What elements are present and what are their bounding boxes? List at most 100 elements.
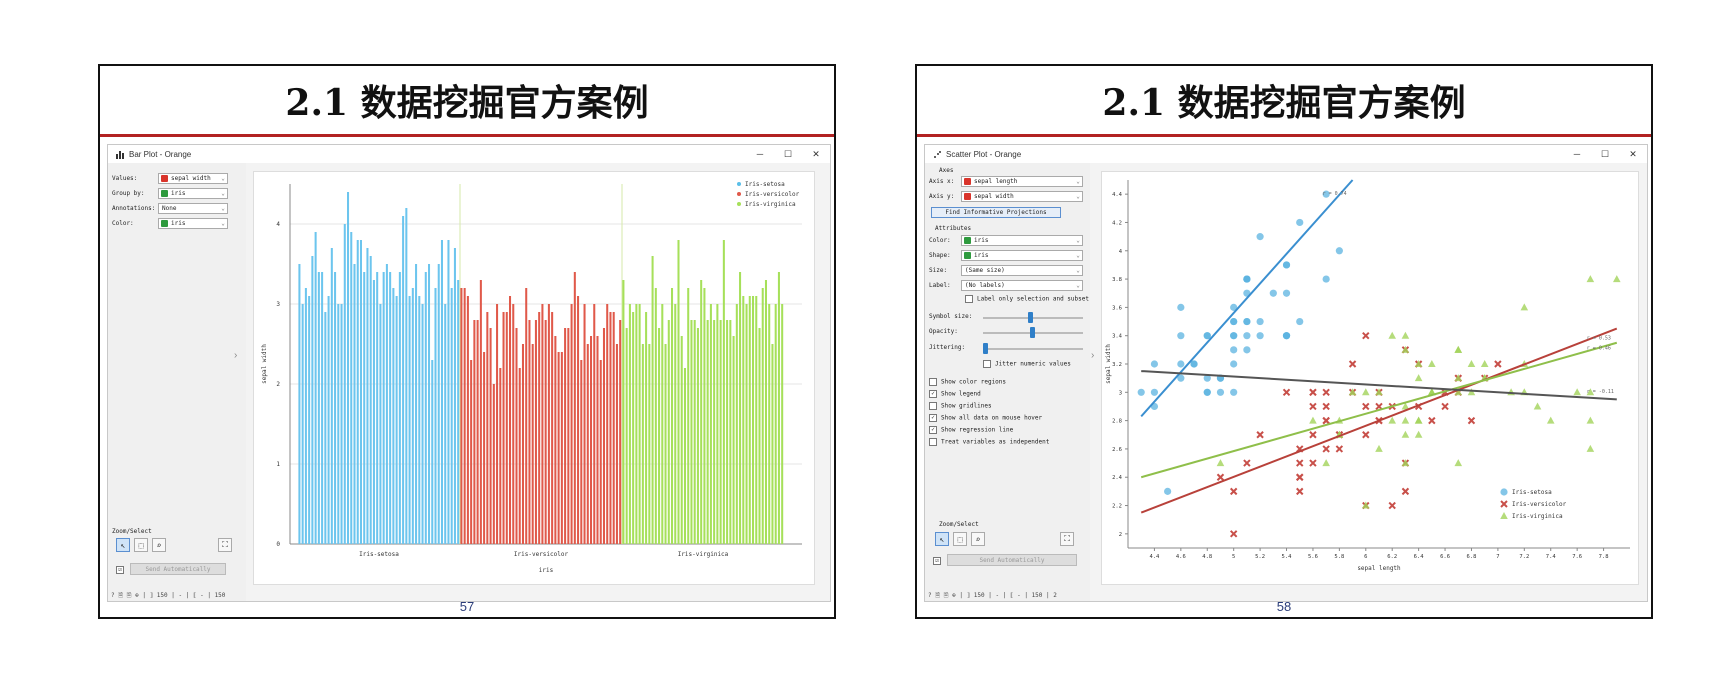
color-combo[interactable]: iris ⌄: [158, 218, 228, 229]
bar[interactable]: [606, 304, 609, 544]
bar[interactable]: [560, 352, 563, 544]
scatter-point[interactable]: [1500, 500, 1508, 508]
attr-color-combo[interactable]: iris ⌄: [961, 235, 1083, 246]
bar[interactable]: [580, 360, 583, 544]
bar[interactable]: [742, 296, 745, 544]
scatter-point[interactable]: [1362, 331, 1370, 340]
bar[interactable]: [538, 312, 541, 544]
scatter-point[interactable]: [1454, 388, 1463, 396]
bar[interactable]: [304, 288, 307, 544]
bar[interactable]: [658, 328, 661, 544]
bar[interactable]: [372, 280, 375, 544]
opacity-handle[interactable]: [1030, 327, 1035, 338]
bar[interactable]: [398, 272, 401, 544]
scatter-point[interactable]: [1256, 233, 1264, 241]
scatter-point[interactable]: [1309, 431, 1317, 439]
bar[interactable]: [466, 296, 469, 544]
close-button[interactable]: ✕: [812, 148, 820, 159]
checkbox[interactable]: [929, 402, 937, 410]
scatter-point[interactable]: [1401, 487, 1410, 496]
bar[interactable]: [463, 288, 466, 544]
scatter-plot-area[interactable]: 2 2.2 2.4 2.6 2.8 3 3.2 3.4 3.6 3.8 4 4.2 4.4 4.4 4.6 4…: [1101, 171, 1639, 585]
bar[interactable]: [719, 320, 722, 544]
bar[interactable]: [314, 232, 317, 544]
scatter-point[interactable]: [1230, 346, 1238, 354]
scatter-point[interactable]: [1586, 275, 1595, 283]
jitter-numeric-option[interactable]: Jitter numeric values: [983, 360, 1071, 368]
bar[interactable]: [693, 320, 696, 544]
scatter-point[interactable]: [1282, 261, 1291, 269]
bar[interactable]: [577, 296, 580, 544]
bar[interactable]: [761, 288, 764, 544]
bar[interactable]: [752, 296, 755, 544]
option-5[interactable]: Treat variables as independent: [929, 438, 1049, 446]
scatter-point[interactable]: [1296, 317, 1304, 326]
checkbox[interactable]: ✓: [929, 426, 937, 434]
bar[interactable]: [674, 304, 677, 544]
values-combo[interactable]: sepal width ⌄: [158, 173, 228, 184]
scatter-point[interactable]: [1494, 360, 1502, 368]
bar[interactable]: [590, 336, 593, 544]
bar[interactable]: [366, 248, 369, 544]
bar[interactable]: [602, 328, 605, 544]
send-automatically-button[interactable]: Send Automatically: [947, 554, 1077, 566]
bar[interactable]: [395, 296, 398, 544]
scatter-point[interactable]: [1177, 374, 1185, 382]
scatter-point[interactable]: [1164, 487, 1172, 495]
scatter-point[interactable]: [1401, 459, 1410, 467]
scatter-point[interactable]: [1441, 402, 1449, 411]
scatter-point[interactable]: [1256, 317, 1264, 326]
bar[interactable]: [586, 344, 589, 544]
bar[interactable]: [567, 328, 570, 544]
bar[interactable]: [521, 344, 524, 544]
scatter-point[interactable]: [1500, 488, 1508, 496]
bar[interactable]: [327, 296, 330, 544]
bar[interactable]: [431, 360, 434, 544]
scatter-point[interactable]: [1388, 501, 1396, 510]
window-titlebar[interactable]: Bar Plot - Orange ─ ☐ ✕: [108, 145, 830, 163]
axis-y-combo[interactable]: sepal width ⌄: [961, 191, 1083, 202]
bar[interactable]: [709, 304, 712, 544]
bar[interactable]: [729, 320, 732, 544]
bar[interactable]: [732, 336, 735, 544]
bar[interactable]: [434, 288, 437, 544]
scatter-point[interactable]: [1361, 388, 1370, 396]
scatter-point[interactable]: [1243, 332, 1251, 340]
bar[interactable]: [703, 288, 706, 544]
attr-shape-combo[interactable]: iris ⌄: [961, 250, 1083, 261]
bar[interactable]: [298, 264, 301, 544]
scatter-point[interactable]: [1388, 331, 1397, 339]
scatter-point[interactable]: [1348, 360, 1357, 368]
bar[interactable]: [340, 304, 343, 544]
scatter-point[interactable]: [1401, 402, 1410, 410]
bar[interactable]: [415, 264, 418, 544]
bar[interactable]: [696, 328, 699, 544]
scatter-point[interactable]: [1177, 303, 1185, 311]
bar[interactable]: [781, 304, 784, 544]
scatter-point[interactable]: [1282, 289, 1291, 297]
jittering-handle[interactable]: [983, 343, 988, 354]
bar[interactable]: [534, 320, 537, 544]
bar[interactable]: [369, 256, 372, 544]
scatter-point[interactable]: [1520, 303, 1529, 311]
checkbox[interactable]: [983, 360, 991, 368]
pointer-tool-button[interactable]: ↖: [935, 532, 949, 546]
checkbox[interactable]: ✓: [929, 390, 937, 398]
scatter-point[interactable]: [1375, 388, 1383, 396]
scatter-point[interactable]: [1203, 332, 1211, 340]
scatter-point[interactable]: [1467, 360, 1476, 367]
scatter-point[interactable]: [1322, 416, 1330, 425]
scatter-point[interactable]: [1362, 431, 1370, 439]
close-button[interactable]: ✕: [1629, 148, 1637, 159]
bar[interactable]: [609, 312, 612, 544]
bar[interactable]: [479, 280, 482, 544]
bar[interactable]: [317, 272, 320, 544]
bar[interactable]: [421, 304, 424, 544]
bar[interactable]: [619, 320, 622, 544]
scatter-point[interactable]: [1309, 416, 1317, 424]
bar[interactable]: [635, 304, 638, 544]
bar[interactable]: [664, 344, 667, 544]
bar[interactable]: [596, 336, 599, 544]
scatter-point[interactable]: [1137, 388, 1145, 396]
maximize-button[interactable]: ☐: [1600, 148, 1610, 159]
